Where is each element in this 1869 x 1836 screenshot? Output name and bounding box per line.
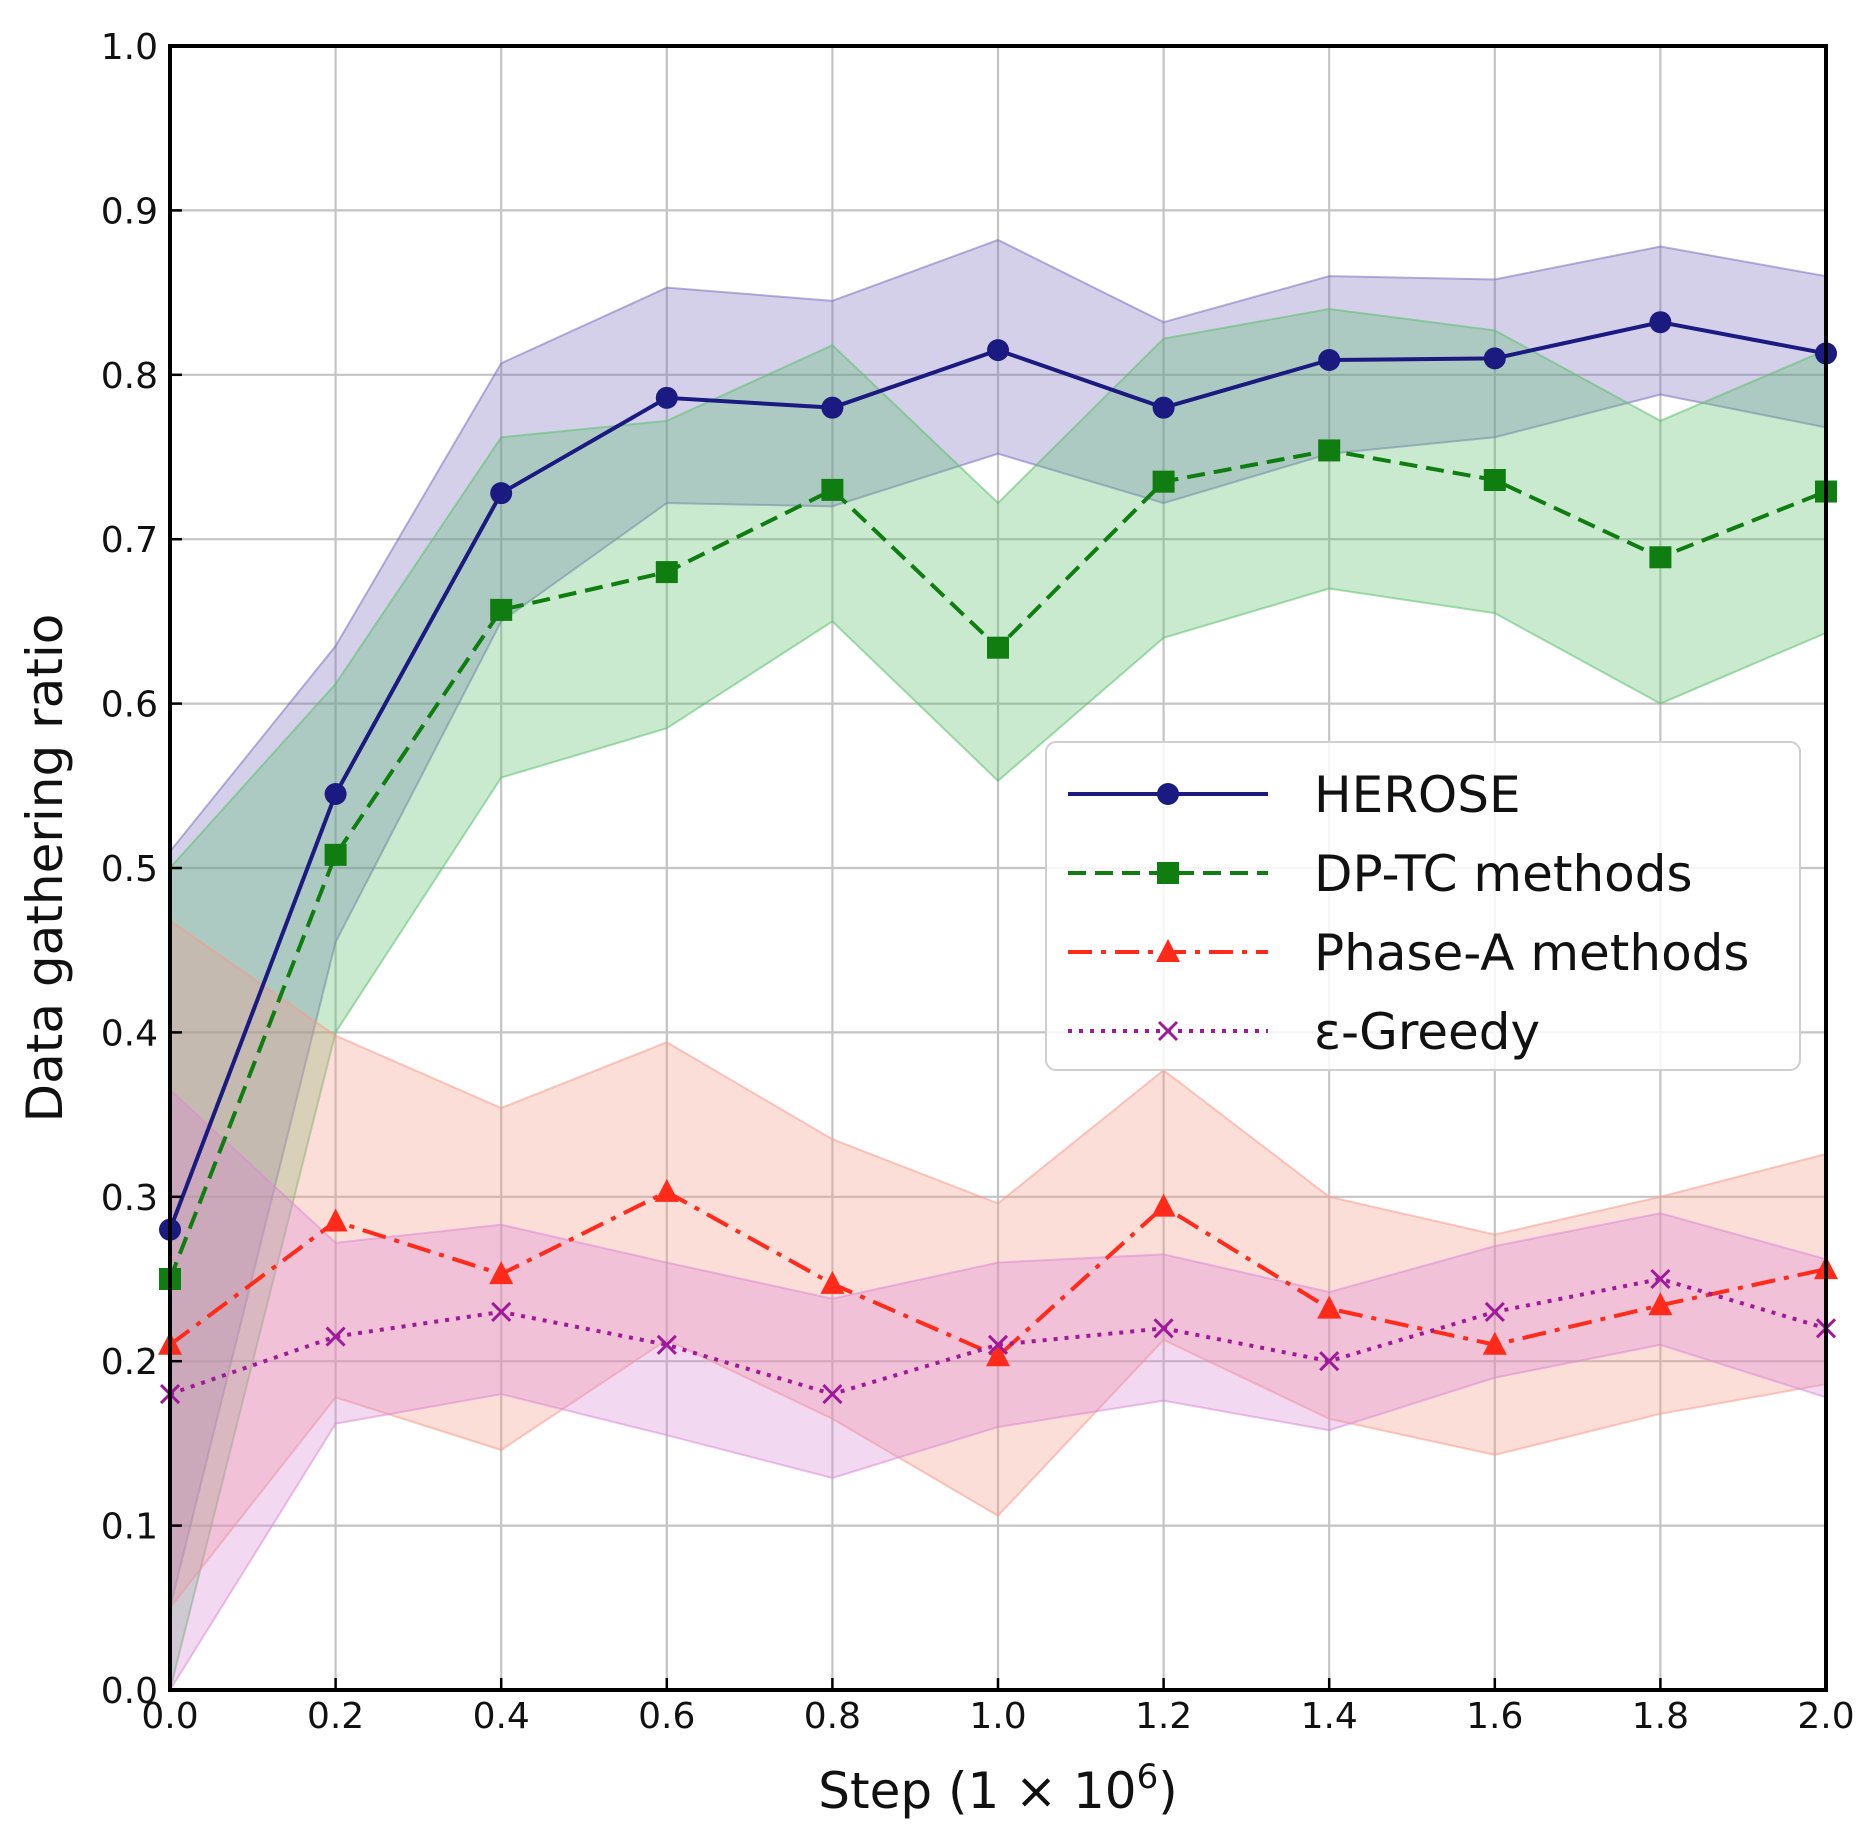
point-greedy (987, 1334, 1009, 1355)
point-herose (1318, 349, 1341, 372)
x-tick-labels: 0.0 0.2 0.4 0.6 0.8 1.0 1.2 1.4 1.6 1.8 2.0 (141, 1696, 1854, 1737)
x-tick-label: 0.2 (307, 1696, 364, 1737)
point-herose (655, 386, 678, 409)
legend-label-greedy: ε-Greedy (1314, 1003, 1540, 1061)
legend-marker-dp-tc-methods (1157, 862, 1179, 884)
point-herose (490, 482, 513, 505)
line-greedy (169, 1277, 1827, 1397)
x-tick-label: 0.0 (141, 1696, 198, 1737)
point-herose (821, 396, 844, 419)
point-dp-tc-methods (821, 478, 844, 501)
legend-marker-phase-a-methods (1156, 939, 1180, 962)
x-tick-label: 1.2 (1135, 1696, 1192, 1737)
point-greedy (1319, 1351, 1340, 1372)
point-dp-tc-methods (1318, 439, 1341, 462)
y-tick-label: 0.0 (101, 1671, 158, 1712)
y-axis-label: Data gathering ratio (16, 614, 74, 1123)
point-dp-tc-methods (1152, 470, 1175, 493)
y-tick-label: 1.0 (101, 27, 158, 68)
point-greedy (491, 1301, 512, 1322)
point-phase-a-methods (1317, 1295, 1342, 1319)
point-greedy (325, 1326, 346, 1347)
legend-marker-greedy (1157, 1020, 1179, 1042)
x-tick-label: 1.4 (1301, 1696, 1358, 1737)
x-tick-label: 0.8 (804, 1696, 861, 1737)
point-herose (324, 783, 347, 806)
legend-box (1045, 741, 1801, 1071)
point-greedy (1153, 1318, 1174, 1339)
y-tick-label: 0.5 (101, 849, 158, 890)
y-tick-labels: 0.0 0.1 0.2 0.3 0.4 0.5 0.6 0.7 0.8 0.9 1.0 (101, 27, 158, 1712)
y-tick-label: 0.4 (101, 1013, 158, 1054)
x-axis-label: Step (1 × 106) (818, 1757, 1178, 1820)
point-phase-a-methods (654, 1178, 679, 1202)
point-phase-a-methods (1151, 1193, 1176, 1217)
legend: HEROSE DP-TC methods Phase-A methods ε-Gree… (1045, 741, 1801, 1071)
point-dp-tc-methods (1649, 546, 1672, 569)
legend-label-phase-a-methods: Phase-A methods (1314, 924, 1749, 982)
point-phase-a-methods (1482, 1331, 1507, 1355)
y-tick-label: 0.9 (101, 191, 158, 232)
point-herose (1649, 311, 1672, 334)
point-herose (1152, 396, 1175, 419)
point-greedy (1484, 1301, 1505, 1322)
point-herose (1483, 347, 1506, 370)
y-tick-label: 0.3 (101, 1178, 158, 1219)
point-greedy (1650, 1268, 1671, 1290)
x-tick-label: 1.8 (1632, 1696, 1689, 1737)
x-tick-label: 1.0 (969, 1696, 1026, 1737)
x-tick-label: 0.4 (473, 1696, 530, 1737)
point-phase-a-methods (323, 1208, 348, 1232)
point-dp-tc-methods (987, 636, 1009, 659)
point-phase-a-methods (986, 1343, 1010, 1367)
point-herose (987, 339, 1009, 362)
legend-marker-herose (1157, 783, 1179, 805)
x-tick-label: 2.0 (1797, 1696, 1854, 1737)
point-phase-a-methods (489, 1261, 514, 1285)
point-dp-tc-methods (1483, 469, 1506, 492)
y-tick-label: 0.2 (101, 1342, 158, 1383)
point-phase-a-methods (820, 1270, 845, 1294)
point-dp-tc-methods (490, 598, 513, 621)
legend-label-dp-tc-methods: DP-TC methods (1314, 845, 1693, 903)
y-tick-label: 0.7 (101, 520, 158, 561)
point-greedy (822, 1384, 843, 1405)
x-tick-label: 1.6 (1466, 1696, 1523, 1737)
x-tick-label: 0.6 (638, 1696, 695, 1737)
y-tick-label: 0.8 (101, 356, 158, 397)
axis-ticks (168, 44, 1828, 1692)
point-dp-tc-methods (655, 561, 678, 584)
point-dp-tc-methods (324, 843, 347, 866)
point-phase-a-methods (1648, 1292, 1673, 1316)
legend-label-herose: HEROSE (1314, 766, 1521, 824)
point-greedy (656, 1334, 677, 1355)
y-tick-label: 0.1 (101, 1507, 158, 1548)
y-tick-label: 0.6 (101, 685, 158, 726)
